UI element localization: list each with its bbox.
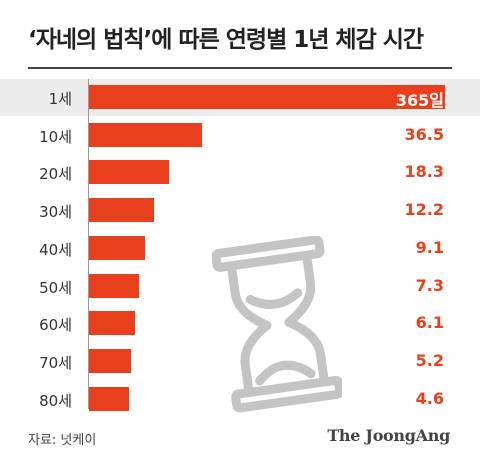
bar [89,311,136,336]
source-note: 자료: 넛케이 [28,433,97,448]
value-label: 36.5 [404,124,444,144]
value-label: 5.2 [415,350,444,370]
bar [89,85,445,109]
publisher-logo: The JoongAng [327,426,450,445]
category-label: 60세 [39,316,72,335]
value-label: 12.2 [404,200,444,220]
bar-row: 20세 18.3 [0,154,480,191]
category-label: 40세 [39,240,72,259]
y-axis-line [88,79,89,409]
category-label: 10세 [39,127,72,146]
value-label: 365일 [395,91,444,110]
bar [89,386,129,411]
value-label: 18.3 [404,162,444,182]
category-label: 1세 [48,90,72,108]
bar-row: 1세 365일 [0,79,480,116]
title-divider [28,67,452,69]
value-label: 9.1 [415,237,444,257]
hourglass-icon [212,236,342,413]
category-label: 70세 [39,353,72,372]
bar [89,273,140,298]
bar-row: 80세 4.6 [0,381,480,418]
bar [89,235,146,260]
category-label: 80세 [39,391,72,410]
category-label: 20세 [39,165,72,184]
category-label: 50세 [39,278,72,297]
value-label: 6.1 [415,313,444,333]
bar [89,160,169,185]
chart-title: ‘자네의 법칙’에 따른 연령별 1년 체감 시간 [28,27,424,53]
bar-row: 70세 5.2 [0,343,480,380]
bar-row: 40세 9.1 [0,230,480,267]
bar [89,122,202,147]
value-label: 4.6 [415,388,444,408]
bar-row: 50세 7.3 [0,268,480,305]
value-label: 7.3 [415,275,444,295]
category-label: 30세 [39,203,72,222]
bar-row: 30세 12.2 [0,192,480,229]
bar [89,198,155,223]
bar [89,348,132,373]
bar-row: 60세 6.1 [0,305,480,342]
bar-row: 10세 36.5 [0,117,480,154]
